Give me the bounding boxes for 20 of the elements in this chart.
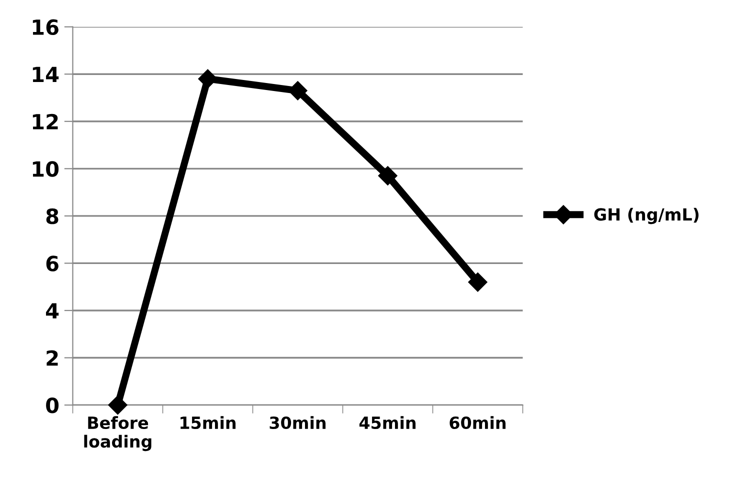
y-tick-label: 10 [32,161,59,177]
point [288,81,308,100]
x-tick-label: 15min [180,416,236,430]
y-tick-label: 4 [46,303,59,318]
y-tick-label: 14 [32,66,59,82]
x-tick-label: 45min [359,416,416,430]
x-tick-label: Before loading [84,416,152,452]
y-tick-label: 6 [46,256,58,272]
x-tick-label: 30min [270,416,326,430]
y-tick-label: 12 [32,114,58,130]
point [198,69,218,88]
point [468,272,488,292]
x-tick-label: 60min [450,416,506,430]
y-tick-label: 8 [46,208,58,224]
y-tick-label: 16 [32,19,58,36]
point [378,166,398,186]
y-tick-label: 2 [46,350,58,366]
y-tick-label: 0 [46,397,59,414]
point [108,396,128,415]
legend-label: GH (ng/mL) [594,208,699,224]
